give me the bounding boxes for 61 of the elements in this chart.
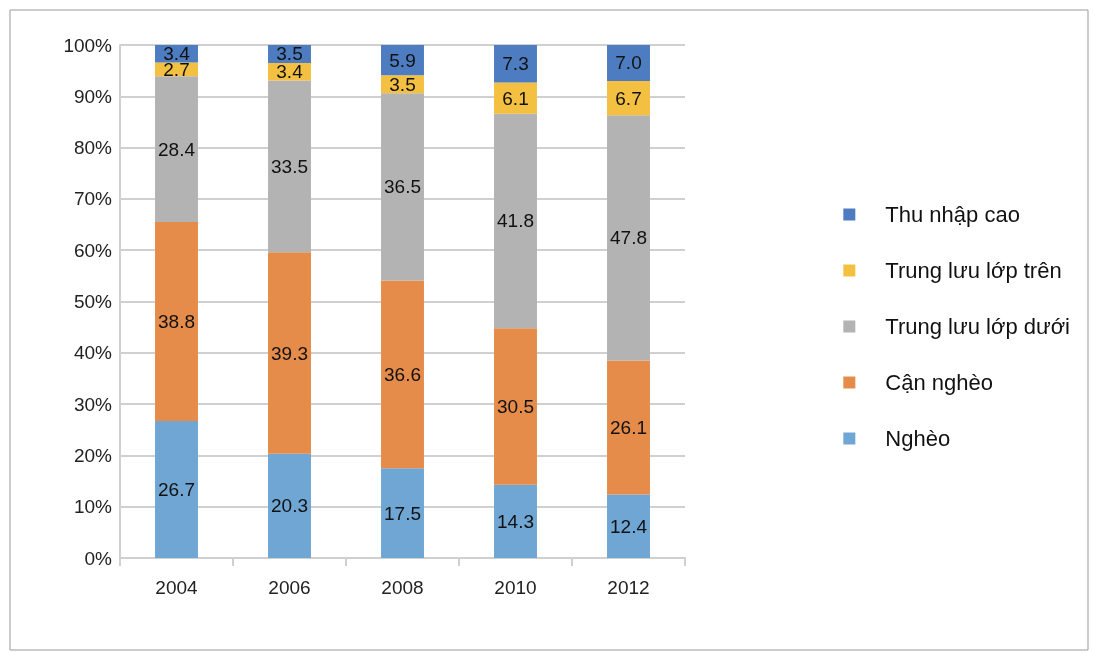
bar — [607, 80, 650, 116]
y-tick-label: 100% — [63, 34, 113, 56]
x-tick-label: 2006 — [268, 577, 311, 598]
data-label: 33.5 — [271, 155, 308, 177]
y-tick-label: 40% — [73, 342, 113, 364]
data-label: 6.7 — [615, 87, 642, 109]
data-label: 28.4 — [158, 138, 196, 160]
data-label: 5.9 — [389, 49, 416, 71]
legend-label: Thu nhập cao — [885, 202, 1020, 227]
bar — [607, 115, 650, 361]
bar — [494, 484, 537, 558]
data-label: 47.8 — [610, 227, 647, 249]
bar — [155, 421, 198, 558]
data-label: 12.4 — [610, 515, 648, 537]
bar — [155, 221, 198, 422]
x-tick-label: 2004 — [155, 577, 199, 598]
y-tick-label: 80% — [73, 137, 113, 159]
data-label: 3.5 — [389, 73, 416, 95]
y-tick-label: 0% — [84, 547, 113, 569]
data-label: 30.5 — [497, 395, 534, 417]
data-label: 26.7 — [158, 479, 195, 501]
y-tick-label: 10% — [73, 496, 113, 518]
legend-label: Nghèo — [885, 426, 951, 451]
x-tick-label: 2008 — [381, 577, 424, 598]
bar — [494, 82, 537, 114]
y-tick-label: 90% — [73, 85, 113, 107]
bar — [494, 328, 537, 485]
data-label: 7.3 — [502, 53, 529, 75]
legend-label: Trung lưu lớp dưới — [885, 314, 1070, 339]
bar — [607, 494, 650, 558]
y-tick-label: 30% — [73, 393, 113, 415]
data-label: 41.8 — [497, 210, 534, 232]
legend-label: Cận nghèo — [885, 370, 993, 395]
x-tick-label: 2010 — [494, 577, 537, 598]
bar — [268, 453, 311, 558]
data-label: 20.3 — [271, 495, 308, 517]
data-label: 17.5 — [384, 502, 421, 524]
bar — [607, 45, 650, 81]
bar — [381, 468, 424, 558]
y-tick-label: 70% — [73, 188, 113, 210]
bar — [268, 80, 311, 253]
y-tick-label: 60% — [73, 239, 113, 261]
data-label: 26.1 — [610, 416, 647, 438]
data-label: 6.1 — [502, 87, 529, 109]
data-label: 38.8 — [158, 311, 195, 333]
bar — [268, 252, 311, 454]
legend-label: Trung lưu lớp trên — [885, 258, 1062, 283]
data-label: 14.3 — [497, 510, 534, 532]
bar — [381, 93, 424, 281]
y-tick-label: 20% — [73, 444, 113, 466]
bar — [494, 45, 537, 83]
data-label: 36.5 — [384, 176, 421, 198]
y-tick-label: 50% — [73, 291, 113, 312]
data-label: 7.0 — [615, 52, 642, 74]
data-label: 39.3 — [271, 342, 308, 364]
bar — [381, 280, 424, 469]
bar — [155, 76, 198, 222]
x-tick-label: 2012 — [607, 577, 650, 598]
bar — [607, 360, 650, 495]
data-label: 36.6 — [384, 363, 421, 385]
bar — [494, 113, 537, 329]
